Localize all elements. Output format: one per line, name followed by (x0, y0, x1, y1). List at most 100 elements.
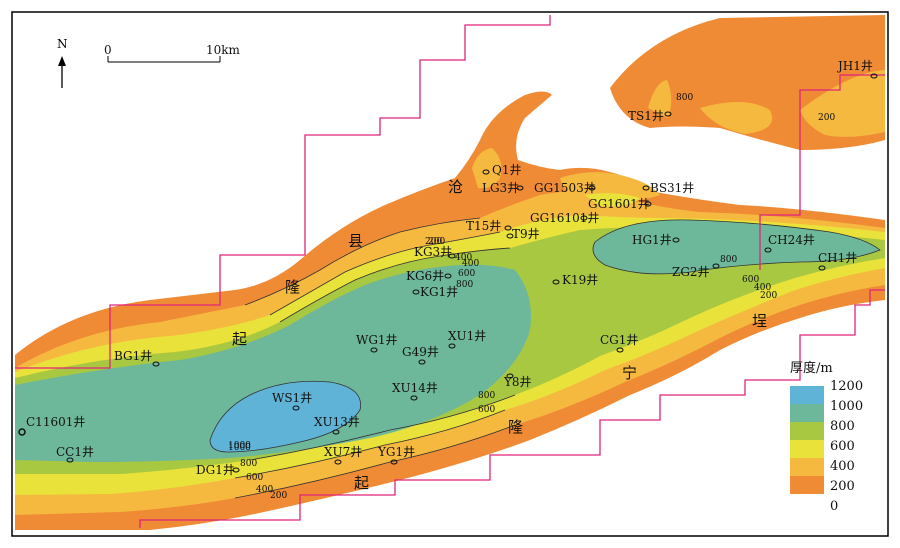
well-q1: Q1井 (482, 163, 521, 177)
legend-swatch (790, 422, 824, 440)
svg-text:WS1井: WS1井 (272, 391, 312, 405)
legend-swatch (790, 404, 824, 422)
well-cc1: CC1井 (56, 445, 94, 463)
svg-text:CH24井: CH24井 (768, 233, 815, 247)
legend-swatch (790, 458, 824, 476)
contour-label: 400 (462, 259, 479, 269)
contour-label: 200 (818, 113, 835, 123)
well-kg3: KG3井 (414, 245, 456, 259)
wells: JH1井 TS1井 Q1井 LG3井 GG1503井 BS31井 GG1601井… (18, 59, 878, 477)
svg-text:XU14井: XU14井 (392, 381, 438, 395)
svg-text:BS31井: BS31井 (650, 181, 694, 195)
contour-label: 1000 (228, 441, 251, 451)
ne-block-200-east (800, 70, 885, 137)
north-lobe-gg-400 (585, 193, 640, 207)
region-label: 埕 (752, 312, 767, 330)
legend-swatch (790, 476, 824, 494)
well-lg3: LG3井 (482, 181, 524, 195)
region-labels: 沧 县 隆 起 埕 宁 隆 起 (232, 178, 767, 492)
contour-labels: 200 400 600 800 1000 800 600 400 200 200… (228, 93, 835, 501)
well-hg1: HG1井 (632, 233, 680, 247)
legend-item: 600 (790, 439, 855, 458)
north-arrow: N (57, 37, 68, 88)
well-y8: Y8井 (503, 373, 532, 389)
legend-item: 400 (790, 458, 855, 476)
basin-800 (15, 264, 531, 462)
svg-text:C11601井: C11601井 (26, 415, 85, 429)
well-gg1503: GG1503井 (534, 181, 596, 195)
contour-label: 200 (425, 237, 442, 247)
well-kg1: KG1井 (412, 285, 458, 299)
contour-label: 800 (720, 255, 737, 265)
north-lobe-gg (560, 172, 660, 203)
scale-end-label: 10km (206, 43, 241, 57)
svg-text:KG3井: KG3井 (414, 245, 452, 259)
svg-text:WG1井: WG1井 (356, 333, 398, 347)
svg-text:GG16101井: GG16101井 (530, 211, 599, 225)
contour-label: 200 (270, 491, 287, 501)
well-zg2: ZG2井 (672, 263, 720, 279)
contour-label: 600 (478, 405, 495, 415)
svg-text:XU13井: XU13井 (314, 415, 360, 429)
contour-label: 800 (676, 93, 693, 103)
legend-swatch (790, 386, 824, 404)
region-label: 沧 (448, 178, 463, 196)
north-label: N (57, 37, 68, 51)
ts-small-high (648, 80, 672, 118)
contour-label: 600 (742, 275, 759, 285)
legend-label: 600 (830, 439, 855, 454)
contour-label: 800 (456, 280, 473, 290)
well-ch1: CH1井 (818, 251, 857, 271)
well-dg1: DG1井 (196, 463, 240, 477)
map-body (15, 15, 885, 530)
well-xu7: XU7井 (324, 445, 362, 465)
legend-label: 400 (830, 459, 855, 474)
legend-label: 200 (830, 479, 855, 494)
well-t9: T9井 (506, 227, 540, 241)
legend-item: 1200 (790, 379, 863, 404)
svg-text:T15井: T15井 (466, 219, 501, 233)
svg-text:Q1井: Q1井 (492, 163, 521, 177)
well-gg1601: GG1601井 (588, 197, 652, 211)
svg-text:ZG2井: ZG2井 (672, 265, 710, 279)
region-label: 隆 (508, 418, 523, 436)
region-label: 起 (354, 474, 369, 492)
well-gg16101: GG16101井 (530, 211, 599, 225)
scale-start-label: 0 (104, 43, 112, 57)
legend-label: 1000 (830, 399, 863, 414)
well-g49: G49井 (402, 345, 439, 365)
contour-label: 600 (246, 473, 263, 483)
ne-block-200 (700, 101, 773, 134)
svg-text:XU1井: XU1井 (448, 329, 486, 343)
well-t15: T15井 (466, 219, 512, 233)
well-k19: K19井 (552, 273, 598, 287)
survey-boundary (15, 15, 885, 528)
well-ch24: CH24井 (764, 233, 815, 253)
legend-item: 1000 (790, 399, 863, 422)
region-label: 隆 (285, 278, 300, 296)
svg-text:KG6井: KG6井 (406, 269, 444, 283)
scale-bar: 0 10km (104, 43, 241, 63)
legend: 厚度/m 1200 1000 800 600 400 200 0 (790, 360, 863, 514)
svg-text:G49井: G49井 (402, 345, 439, 359)
well-c11601: C11601井 (18, 415, 85, 436)
east-800 (592, 219, 880, 274)
svg-text:HG1井: HG1井 (632, 233, 672, 247)
legend-swatch (790, 440, 824, 458)
contour-label: 1000 (228, 443, 251, 453)
well-yg1: YG1井 (377, 445, 415, 465)
svg-text:CG1井: CG1井 (600, 333, 638, 347)
svg-text:DG1井: DG1井 (196, 463, 235, 477)
region-label: 宁 (622, 364, 637, 382)
contour-label: 200 (760, 291, 777, 301)
svg-text:LG3井: LG3井 (482, 181, 519, 195)
contour-lines (209, 217, 881, 499)
well-xu13: XU13井 (314, 415, 360, 435)
svg-text:BG1井: BG1井 (114, 349, 152, 363)
svg-text:GG1601井: GG1601井 (588, 197, 650, 211)
well-xu1: XU1井 (448, 329, 486, 349)
contour-label: 400 (455, 253, 472, 263)
well-ts1: TS1井 (628, 109, 672, 123)
svg-text:CH1井: CH1井 (818, 251, 857, 265)
region-label: 县 (348, 232, 363, 250)
